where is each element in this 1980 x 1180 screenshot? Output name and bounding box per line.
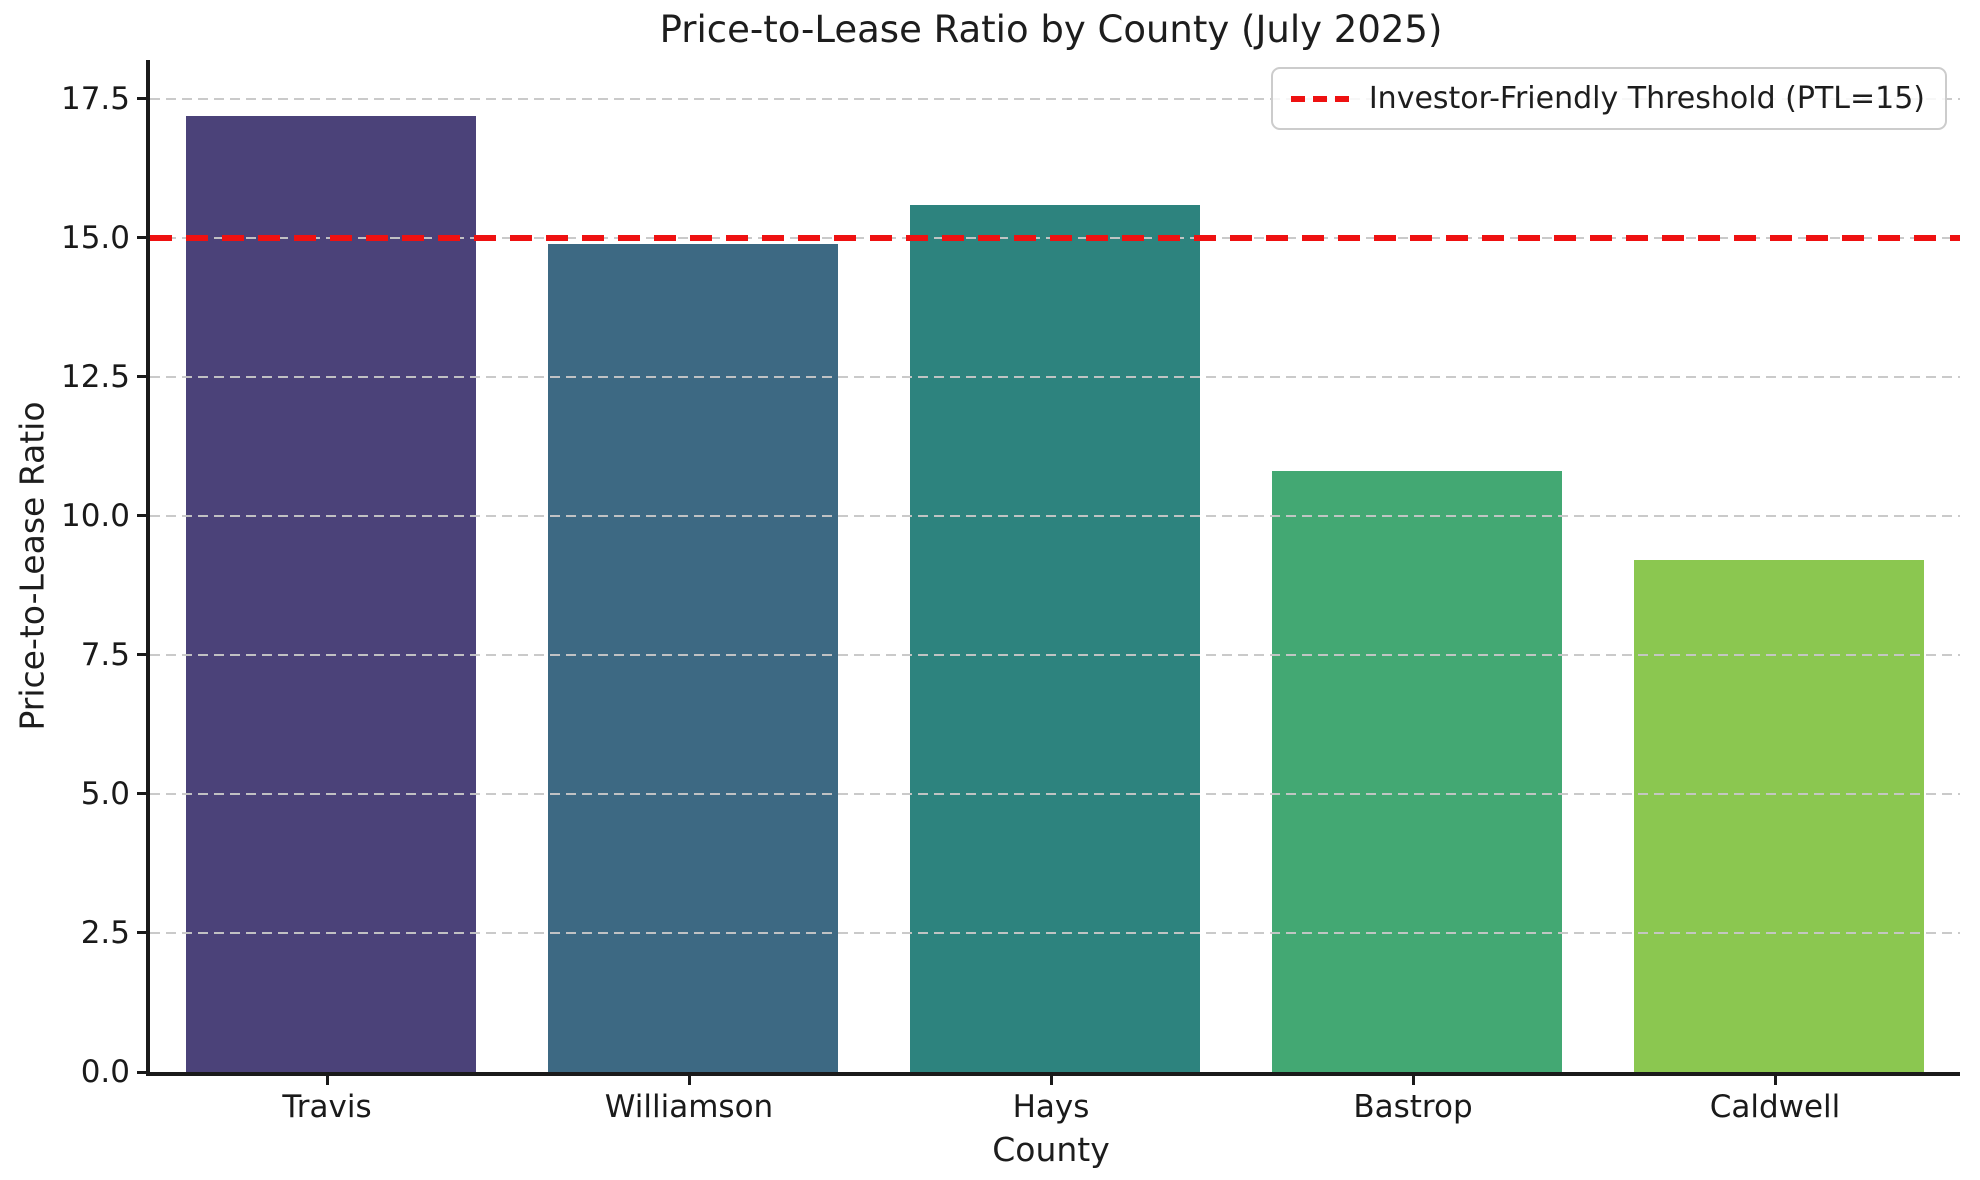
bar-travis — [186, 115, 476, 1072]
xtick-label-caldwell: Caldwell — [1709, 1089, 1841, 1125]
xtick-label-hays: Hays — [1012, 1089, 1090, 1125]
xtick-label-bastrop: Bastrop — [1353, 1089, 1473, 1125]
xtick-mark — [325, 1076, 329, 1085]
ytick-mark — [137, 792, 146, 796]
y-axis-label: Price-to-Lease Ratio — [12, 401, 52, 731]
threshold-legend-line-icon — [1290, 95, 1351, 102]
gridline-y-12.5 — [150, 375, 1960, 378]
ytick-label-12.5: 12.5 — [60, 358, 130, 395]
xtick-mark — [1773, 1076, 1777, 1085]
ytick-mark — [137, 1070, 146, 1074]
ytick-mark — [137, 97, 146, 101]
plot-area: Investor-Friendly Threshold (PTL=15) — [146, 60, 1960, 1076]
ytick-label-5.0: 5.0 — [80, 775, 130, 812]
ytick-label-17.5: 17.5 — [60, 80, 130, 117]
bar-caldwell — [1634, 560, 1924, 1072]
threshold-line — [150, 234, 1960, 241]
xtick-mark — [1411, 1076, 1415, 1085]
xtick-mark — [687, 1076, 691, 1085]
x-axis-label: County — [992, 1130, 1110, 1169]
ytick-mark — [137, 931, 146, 935]
legend-label: Investor-Friendly Threshold (PTL=15) — [1368, 81, 1925, 116]
ytick-mark — [137, 236, 146, 240]
ytick-mark — [137, 375, 146, 379]
chart-title: Price-to-Lease Ratio by County (July 202… — [659, 8, 1443, 51]
bar-williamson — [548, 243, 838, 1072]
gridline-y-17.5 — [150, 97, 1960, 100]
bar-hays — [910, 204, 1200, 1072]
gridline-y-10 — [150, 514, 1960, 517]
ytick-label-7.5: 7.5 — [80, 636, 130, 673]
ytick-label-10.0: 10.0 — [60, 497, 130, 534]
bar-bastrop — [1272, 471, 1562, 1072]
ytick-label-2.5: 2.5 — [80, 914, 130, 951]
xtick-label-travis: Travis — [282, 1089, 372, 1125]
legend: Investor-Friendly Threshold (PTL=15) — [1270, 67, 1947, 130]
ytick-mark — [137, 514, 146, 518]
ytick-label-15.0: 15.0 — [60, 219, 130, 256]
gridline-y-7.5 — [150, 653, 1960, 656]
gridline-y-2.5 — [150, 931, 1960, 934]
ytick-mark — [137, 653, 146, 657]
ytick-label-0.0: 0.0 — [80, 1054, 130, 1090]
gridline-y-5 — [150, 792, 1960, 795]
xtick-mark — [1049, 1076, 1053, 1085]
xtick-label-williamson: Williamson — [604, 1089, 774, 1125]
